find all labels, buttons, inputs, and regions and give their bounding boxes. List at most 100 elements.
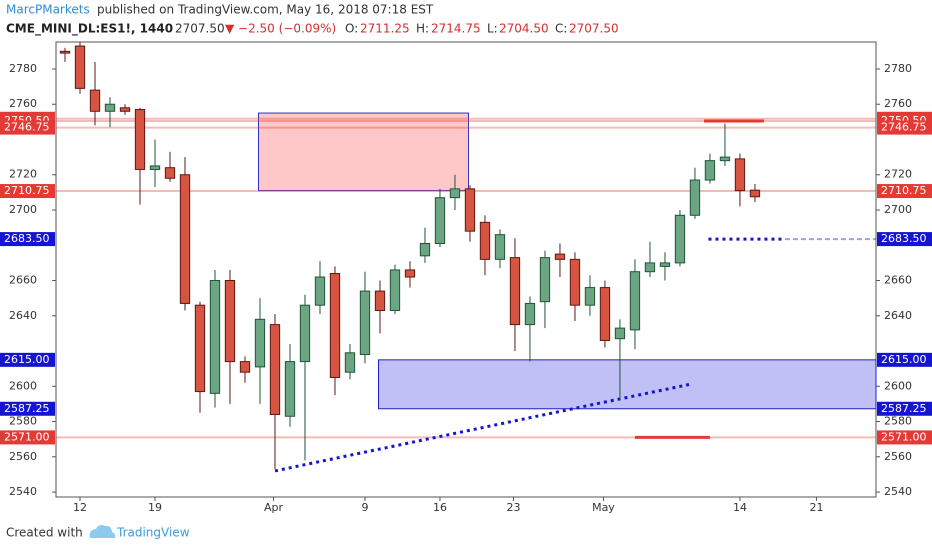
y-tick-label-right: 2580 [884, 415, 912, 428]
candle-body [584, 287, 596, 306]
y-tick-label-right: 2780 [884, 62, 912, 75]
candle-body [434, 197, 446, 244]
price-label-bg [0, 430, 55, 445]
x-tick-label: 23 [506, 501, 520, 514]
candle-body [464, 188, 476, 232]
price-label-right: 2615.00 [881, 353, 927, 366]
price-label-bg-right [877, 184, 932, 199]
y-tick-label: 2720 [9, 168, 37, 181]
candle-body [449, 188, 461, 199]
candle-body [374, 290, 386, 311]
candle-body [404, 269, 416, 278]
y-tick-label-right: 2700 [884, 203, 912, 216]
price-label-bg-right [877, 401, 932, 416]
x-tick-label: 21 [809, 501, 823, 514]
x-tick-label: Apr [264, 501, 284, 514]
x-tick-label: 16 [433, 501, 447, 514]
price-label-bg [0, 232, 55, 247]
y-tick-label: 2640 [9, 309, 37, 322]
y-tick-label-right: 2660 [884, 274, 912, 287]
candle-body [719, 156, 731, 162]
zone [257, 112, 469, 192]
price-label-right: 2746.75 [881, 121, 927, 134]
x-tick-label: May [592, 501, 615, 514]
candle-body [179, 174, 191, 304]
price-label-right: 2710.75 [881, 184, 927, 197]
o-value: 2711.25 [360, 22, 410, 36]
y-tick-label: 2540 [9, 485, 37, 498]
candle-body [104, 103, 116, 112]
candle-body [224, 280, 236, 363]
symbol: CME_MINI_DL:ES1!, 1440 [6, 22, 173, 37]
candle-body [239, 361, 251, 373]
price-label: 2587.25 [4, 402, 50, 415]
y-tick-label: 2700 [9, 203, 37, 216]
price-label-bg-right [877, 120, 932, 135]
c-label: C: [555, 22, 567, 36]
candle-body [599, 287, 611, 341]
price-label-right: 2683.50 [881, 232, 927, 245]
price-label: 2571.00 [4, 430, 50, 443]
candle-body [734, 158, 746, 192]
footer-text: Created with [6, 526, 83, 540]
candle-body [479, 221, 491, 260]
footer-brand[interactable]: TradingView [116, 526, 190, 540]
candle-body [689, 179, 701, 216]
y-tick-label: 2580 [9, 415, 37, 428]
candle-body [524, 302, 536, 326]
candle-body [674, 214, 686, 264]
y-tick-label: 2780 [9, 62, 37, 75]
h-value: 2714.75 [431, 22, 481, 36]
l-label: L: [487, 22, 498, 36]
candle-body [629, 271, 641, 331]
price-label-bg-right [877, 430, 932, 445]
candle-body [284, 361, 296, 417]
y-tick-label-right: 2760 [884, 97, 912, 110]
candle-body [509, 257, 521, 326]
candle-body [494, 234, 506, 260]
o-label: O: [345, 22, 358, 36]
y-tick-label: 2760 [9, 97, 37, 110]
price-label-bg [0, 401, 55, 416]
candle-body [359, 290, 371, 356]
candle-body [254, 318, 266, 368]
price-label: 2710.75 [4, 184, 50, 197]
candle-body [389, 269, 401, 311]
y-tick-label: 2560 [9, 450, 37, 463]
candle-body [149, 165, 161, 170]
author[interactable]: MarcPMarkets [6, 3, 90, 17]
x-tick-label: 9 [361, 501, 368, 514]
l-value: 2704.50 [499, 22, 549, 36]
c-value: 2707.50 [569, 22, 619, 36]
candle-body [269, 324, 281, 415]
candle-body [539, 257, 551, 303]
candle-body [344, 352, 356, 373]
candle-body [164, 167, 176, 179]
h-label: H: [416, 22, 429, 36]
y-tick-label-right: 2640 [884, 309, 912, 322]
last-price: 2707.50 [175, 22, 225, 36]
candle-body [569, 258, 581, 306]
candle-body [314, 276, 326, 306]
price-label: 2683.50 [4, 232, 50, 245]
x-tick-label: 12 [73, 501, 87, 514]
candle-body [659, 262, 671, 267]
candle-body [74, 45, 86, 89]
candle-body [299, 304, 311, 363]
x-tick-label: 19 [148, 501, 162, 514]
y-tick-label: 2600 [9, 379, 37, 392]
candle-body [119, 107, 131, 112]
brand-logo [89, 525, 116, 538]
y-tick-label-right: 2560 [884, 450, 912, 463]
candle-body [644, 262, 656, 273]
candle-body [209, 280, 221, 394]
candle-body [194, 304, 206, 393]
candle-body [749, 189, 761, 198]
candle-body [704, 160, 716, 181]
change: ▼ −2.50 (−0.09%) [225, 22, 336, 36]
price-label-bg-right [877, 352, 932, 367]
y-tick-label-right: 2600 [884, 379, 912, 392]
candle-body [134, 109, 146, 170]
price-label: 2615.00 [4, 353, 50, 366]
